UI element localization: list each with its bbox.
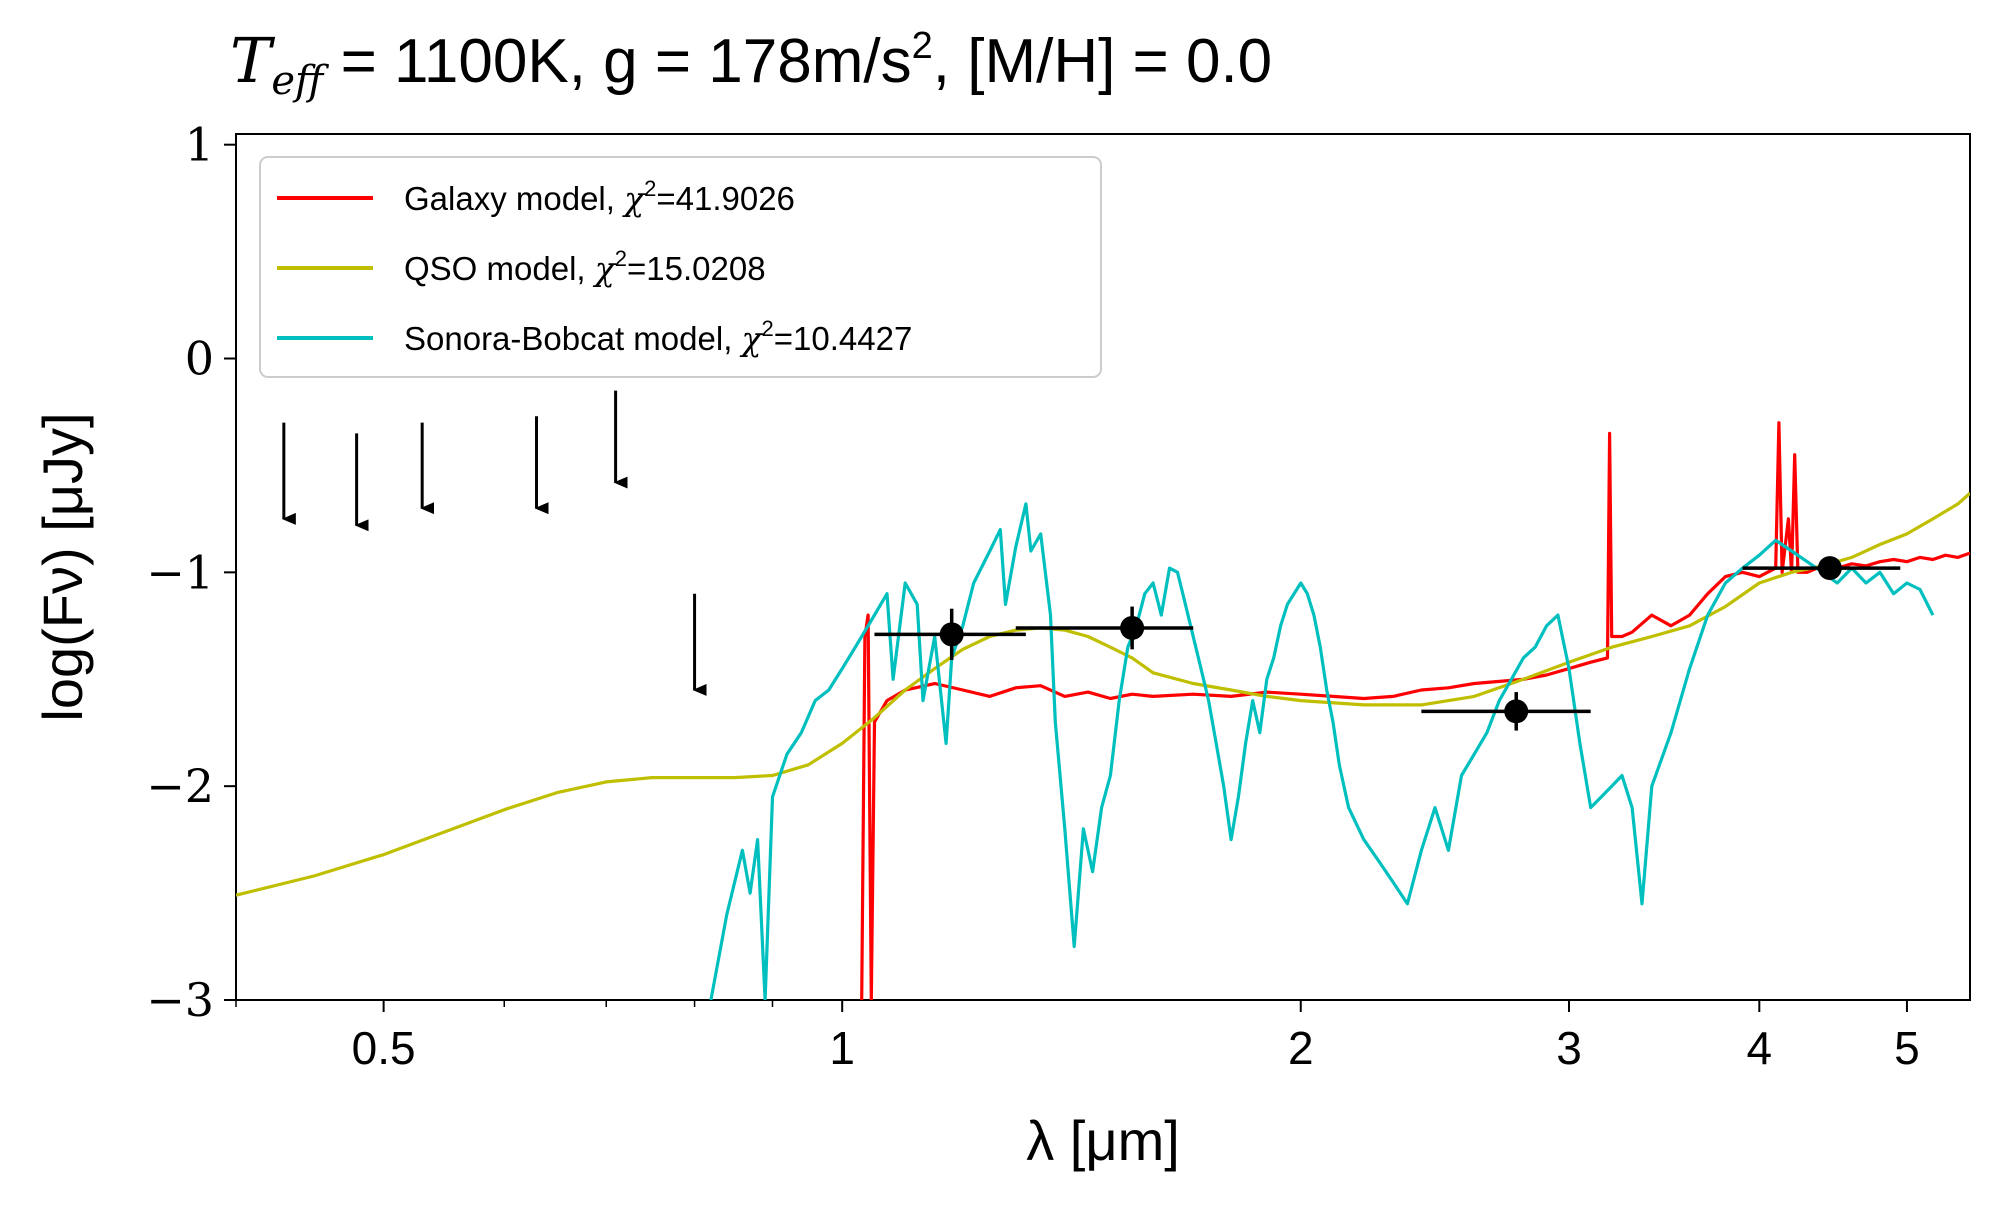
legend-label: Galaxy model, χ2=41.9026 bbox=[404, 176, 795, 218]
obs-marker bbox=[1504, 699, 1529, 724]
x-axis-label: λ [μm] bbox=[1026, 1109, 1180, 1172]
legend-entry: QSO model, χ2=15.0208 bbox=[277, 246, 766, 288]
legend-entry: Sonora-Bobcat model, χ2=10.4427 bbox=[277, 316, 912, 358]
x-tick-label: 3 bbox=[1556, 1022, 1582, 1074]
obs-marker bbox=[1120, 615, 1145, 640]
legend-label: QSO model, χ2=15.0208 bbox=[404, 246, 766, 288]
legend: Galaxy model, χ2=41.9026 QSO model, χ2=15… bbox=[259, 156, 1102, 378]
title-rest: = 1100K, g = 178m/s bbox=[323, 27, 911, 96]
observation-point bbox=[1742, 556, 1901, 581]
obs-marker bbox=[1817, 556, 1842, 581]
x-tick-label: 1 bbox=[829, 1022, 855, 1074]
observation-point bbox=[874, 608, 1026, 661]
chart-title: Teff = 1100K, g = 178m/s2, [M/H] = 0.0 bbox=[230, 24, 1272, 104]
title-tail: , [M/H] = 0.0 bbox=[933, 27, 1272, 96]
legend-box bbox=[259, 156, 1102, 378]
x-tick-label: 0.5 bbox=[352, 1022, 416, 1074]
y-axis-ticks: 1 0 −1 −2 −3 bbox=[146, 118, 236, 1027]
y-tick-label: 1 bbox=[185, 118, 214, 172]
observations-layer bbox=[874, 556, 1901, 731]
observation-point bbox=[1421, 692, 1591, 731]
y-tick-label: −2 bbox=[146, 759, 214, 813]
y-tick-label: 0 bbox=[185, 332, 214, 386]
title-teff-symbol: T bbox=[230, 24, 276, 97]
y-tick-label: −1 bbox=[146, 545, 214, 599]
legend-label: Sonora-Bobcat model, χ2=10.4427 bbox=[404, 316, 912, 358]
observation-point bbox=[1015, 606, 1194, 650]
title-sup: 2 bbox=[912, 25, 933, 67]
series-layer bbox=[236, 421, 1970, 1000]
x-tick-label: 2 bbox=[1288, 1022, 1314, 1074]
obs-marker bbox=[939, 622, 964, 647]
series-line-1 bbox=[236, 492, 1970, 897]
x-axis-ticks: 0.5 1 2 3 4 5 bbox=[235, 1000, 1920, 1074]
plot-area bbox=[235, 133, 1971, 1001]
title-teff-sub: eff bbox=[271, 58, 330, 104]
x-tick-label: 4 bbox=[1747, 1022, 1773, 1074]
y-tick-label: −3 bbox=[146, 973, 214, 1027]
series-line-2 bbox=[709, 502, 1935, 1000]
y-axis-label: log(Fν) [μJy] bbox=[31, 412, 94, 721]
upper-limits-layer bbox=[281, 390, 707, 696]
legend-entry: Galaxy model, χ2=41.9026 bbox=[277, 176, 795, 218]
x-tick-label: 5 bbox=[1894, 1022, 1920, 1074]
